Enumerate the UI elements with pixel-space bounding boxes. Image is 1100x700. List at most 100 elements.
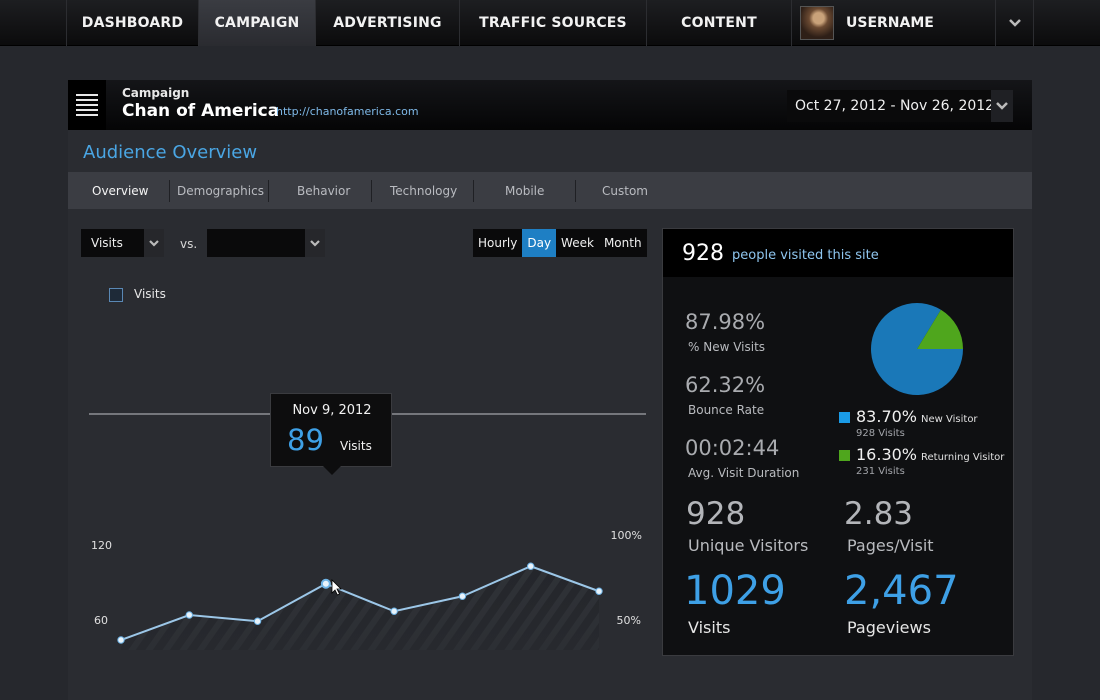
chevron-down-icon <box>996 102 1008 110</box>
chart-series-line <box>120 565 600 641</box>
campaign-header: Campaign Chan of America http://chanofam… <box>68 80 1032 130</box>
chart-point[interactable] <box>185 611 193 619</box>
legend-new-visitor: 83.70% New Visitor <box>856 407 978 426</box>
tab-divider <box>268 180 269 202</box>
campaign-panel: Campaign Chan of America http://chanofam… <box>68 80 1032 700</box>
chart-tooltip: Nov 9, 2012 89 Visits <box>270 393 392 475</box>
page-title: Audience Overview <box>83 142 258 163</box>
pageviews-value: 2,467 <box>844 568 959 614</box>
hamburger-icon <box>76 109 98 111</box>
visitors-text: people visited this site <box>732 247 879 263</box>
legend-new-count: 928 Visits <box>856 428 905 439</box>
nav-divider <box>66 0 67 46</box>
nav-item-dashboard[interactable]: DASHBOARD <box>67 0 199 46</box>
tab-overview[interactable]: Overview <box>92 183 149 198</box>
hamburger-icon <box>76 99 98 101</box>
chart-point[interactable] <box>253 617 262 625</box>
pages-per-visit-value: 2.83 <box>844 496 914 532</box>
range-week-button[interactable]: Week <box>561 236 594 250</box>
nav-item-advertising[interactable]: ADVERTISING <box>316 0 460 46</box>
legend-returning-visitor: 16.30% Returning Visitor <box>856 445 1004 464</box>
tab-divider <box>371 180 372 202</box>
vs-label: vs. <box>180 237 198 251</box>
chart-point[interactable] <box>390 607 398 615</box>
y-tick-label-left: 120 <box>91 539 112 552</box>
chart-point[interactable] <box>527 562 535 570</box>
tooltip-unit: Visits <box>340 439 372 453</box>
visits-series-checkbox[interactable] <box>109 288 123 302</box>
new-visits-label: % New Visits <box>688 340 766 354</box>
user-menu[interactable]: USERNAME <box>792 0 996 46</box>
user-menu-toggle[interactable] <box>996 0 1034 46</box>
tab-mobile[interactable]: Mobile <box>505 183 545 198</box>
legend-swatch-new <box>839 412 850 423</box>
chart-ticks: Oct 29Nov 5Nov 12Nov 1912060100%50% <box>91 529 642 627</box>
metric-select-value: Visits <box>91 236 123 250</box>
legend-new-pct: 83.70% <box>856 407 918 426</box>
top-navigation: DASHBOARD CAMPAIGN ADVERTISING TRAFFIC S… <box>0 0 1100 46</box>
range-hourly-button[interactable]: Hourly <box>478 236 518 250</box>
nav-item-content[interactable]: CONTENT <box>647 0 792 46</box>
tab-technology[interactable]: Technology <box>390 183 458 198</box>
campaign-name: Chan of America <box>122 101 280 121</box>
menu-button[interactable] <box>68 80 106 130</box>
pie-slices <box>871 303 963 395</box>
sub-tabs: Overview Demographics Behavior Technolog… <box>68 172 1032 209</box>
chevron-down-icon <box>310 239 320 247</box>
tab-demographics[interactable]: Demographics <box>177 183 264 198</box>
metric-select[interactable]: Visits <box>81 229 164 257</box>
unique-visitors-label: Unique Visitors <box>688 536 809 555</box>
nav-item-campaign[interactable]: CAMPAIGN <box>199 0 316 46</box>
chart-points <box>117 562 603 644</box>
tab-custom[interactable]: Custom <box>602 183 648 198</box>
visitors-count: 928 <box>682 240 724 266</box>
chart-area-fill <box>121 566 599 650</box>
date-range-toggle[interactable] <box>991 90 1013 122</box>
visits-line-chart: Oct 29Nov 5Nov 12Nov 1912060100%50% <box>89 413 646 650</box>
tab-divider <box>575 180 576 202</box>
compare-select-toggle[interactable] <box>305 229 325 257</box>
compare-select[interactable] <box>207 229 325 257</box>
pageviews-label: Pageviews <box>847 618 931 637</box>
campaign-label: Campaign <box>122 86 190 100</box>
legend-new-label: New Visitor <box>921 414 978 425</box>
chart-area-fade <box>121 566 599 650</box>
hamburger-icon <box>76 114 98 116</box>
chart-point[interactable] <box>320 578 331 589</box>
campaign-url-link[interactable]: http://chanofamerica.com <box>276 105 419 118</box>
chart-point[interactable] <box>117 636 125 644</box>
avg-duration-value: 00:02:44 <box>685 436 780 460</box>
hamburger-icon <box>76 104 98 106</box>
chart-point[interactable] <box>458 592 467 600</box>
legend-swatch-returning <box>839 450 850 461</box>
metric-select-toggle[interactable] <box>144 229 164 257</box>
tab-behavior[interactable]: Behavior <box>297 183 351 198</box>
hamburger-icon <box>76 94 98 96</box>
pages-per-visit-label: Pages/Visit <box>847 536 934 555</box>
legend-returning-pct: 16.30% <box>856 445 918 464</box>
chevron-down-icon <box>1008 19 1021 27</box>
tooltip-value: 89 <box>287 423 324 457</box>
y-tick-label-left: 60 <box>94 614 108 627</box>
range-month-button[interactable]: Month <box>603 236 642 250</box>
nav-item-traffic-sources[interactable]: TRAFFIC SOURCES <box>460 0 647 46</box>
stats-header: 928 people visited this site <box>663 229 1013 277</box>
y-tick-label-right: 100% <box>611 529 642 542</box>
new-visits-value: 87.98% <box>685 310 766 334</box>
visits-series-label: Visits <box>134 287 166 301</box>
date-range-value: Oct 27, 2012 - Nov 26, 2012 <box>795 98 995 114</box>
date-range-picker[interactable]: Oct 27, 2012 - Nov 26, 2012 <box>787 90 1013 122</box>
stats-summary: 928 people visited this site 87.98% % Ne… <box>662 228 1014 656</box>
chart-point[interactable] <box>595 587 603 595</box>
tooltip-date: Nov 9, 2012 <box>292 403 372 418</box>
time-range-selector: Hourly Day Week Month <box>473 229 647 257</box>
range-day-button[interactable]: Day <box>522 229 557 257</box>
tab-divider <box>169 180 170 202</box>
avg-duration-label: Avg. Visit Duration <box>688 466 800 480</box>
y-tick-label-right: 50% <box>617 614 641 627</box>
mouse-pointer-icon <box>331 579 342 596</box>
chevron-down-icon <box>149 239 159 247</box>
legend-returning-label: Returning Visitor <box>921 452 1005 463</box>
tab-divider <box>473 180 474 202</box>
visits-total-value: 1029 <box>684 568 786 614</box>
